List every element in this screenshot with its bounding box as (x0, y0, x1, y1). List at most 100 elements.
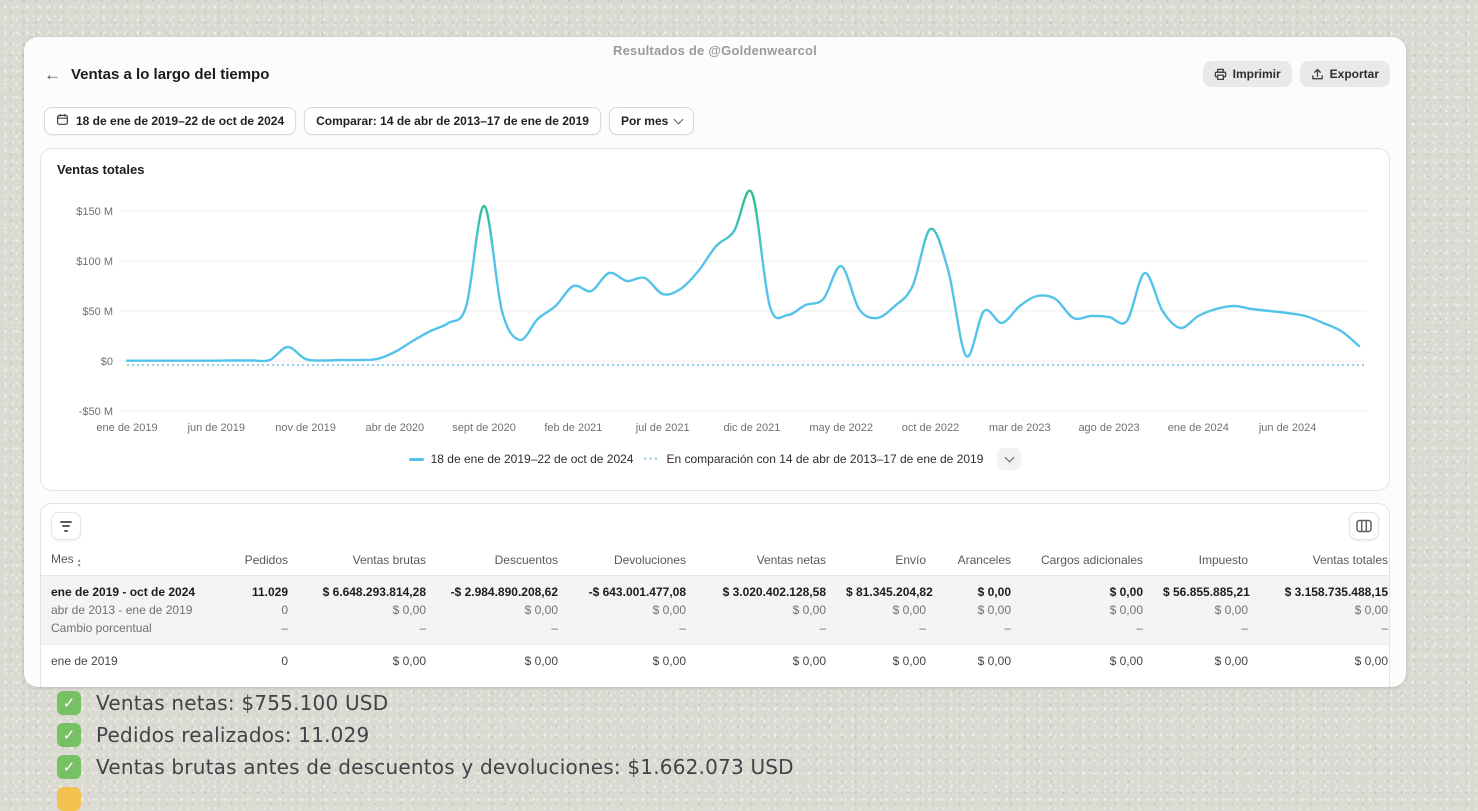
svg-text:feb de 2021: feb de 2021 (544, 422, 602, 434)
svg-text:$0: $0 (101, 356, 113, 368)
chart-legend: 18 de ene de 2019–22 de oct de 2024 ··· … (57, 448, 1373, 470)
table-cell: $ 0,00 (696, 601, 836, 619)
column-header-pedidos[interactable]: Pedidos (226, 546, 298, 576)
table-cell: $ 0,00 (696, 645, 836, 671)
table-cell: – (936, 619, 1021, 645)
dashboard-card: Resultados de @Goldenwearcol ← Ventas a … (24, 37, 1406, 687)
table-cell: $ 0,00 (836, 601, 936, 619)
svg-text:ene de 2024: ene de 2024 (1168, 422, 1229, 434)
columns-icon[interactable] (1349, 512, 1379, 540)
chart-title: Ventas totales (57, 162, 1373, 177)
sales-chart[interactable]: $150 M$100 M$50 M$0-$50 Mene de 2019jun … (57, 181, 1373, 441)
table-cell: – (1021, 619, 1153, 645)
table-cell: $ 0,00 (568, 601, 696, 619)
table-cell: $ 0,00 (836, 645, 936, 671)
granularity-label: Por mes (621, 114, 668, 128)
table-cell: $ 0,00 (568, 645, 696, 671)
svg-text:jun de 2019: jun de 2019 (187, 422, 246, 434)
table-cell: $ 0,00 (1153, 645, 1258, 671)
column-header-mes[interactable]: Mes▴▾ (41, 546, 226, 576)
filter-icon[interactable] (51, 512, 81, 540)
printer-icon (1214, 68, 1227, 81)
table-card: Mes▴▾PedidosVentas brutasDescuentosDevol… (40, 503, 1390, 687)
svg-text:jun de 2024: jun de 2024 (1258, 422, 1317, 434)
table-cell: $ 0,00 (936, 576, 1021, 602)
table-cell: $ 0,00 (436, 645, 568, 671)
chevron-down-icon (674, 115, 684, 125)
checklist-text: Ventas brutas antes de descuentos y devo… (96, 755, 794, 779)
export-button[interactable]: Exportar (1300, 61, 1390, 87)
table-cell: – (1153, 619, 1258, 645)
table-cell: $ 3.158.735.488,15 (1258, 576, 1390, 602)
column-header-cargos-adicionales[interactable]: Cargos adicionales (1021, 546, 1153, 576)
filter-bar: 18 de ene de 2019–22 de oct de 2024 Comp… (44, 107, 1406, 135)
table-cell: $ 0,00 (936, 645, 1021, 671)
sales-table: Mes▴▾PedidosVentas brutasDescuentosDevol… (41, 546, 1390, 670)
svg-text:$50 M: $50 M (82, 306, 113, 318)
column-header-aranceles[interactable]: Aranceles (936, 546, 1021, 576)
page-title: Ventas a lo largo del tiempo (71, 66, 269, 83)
table-cell: – (696, 619, 836, 645)
table-cell: $ 0,00 (1021, 601, 1153, 619)
line-swatch-icon (409, 458, 424, 461)
table-row: Cambio porcentual–––––––––– (41, 619, 1390, 645)
pending-icon (57, 787, 81, 811)
checklist-text: Pedidos realizados: 11.029 (96, 723, 369, 747)
svg-text:dic de 2021: dic de 2021 (723, 422, 780, 434)
column-header-envío[interactable]: Envío (836, 546, 936, 576)
column-header-devoluciones[interactable]: Devoluciones (568, 546, 696, 576)
checklist-item (57, 787, 794, 811)
legend-comparison-range[interactable]: ··· En comparación con 14 de abr de 2013… (643, 452, 983, 466)
export-icon (1311, 68, 1324, 81)
table-cell: – (226, 619, 298, 645)
print-label: Imprimir (1233, 67, 1281, 81)
table-cell: $ 0,00 (298, 645, 436, 671)
legend-current-label: 18 de ene de 2019–22 de oct de 2024 (431, 452, 634, 466)
svg-text:ago de 2023: ago de 2023 (1078, 422, 1139, 434)
table-cell: $ 0,00 (1021, 645, 1153, 671)
legend-current-range[interactable]: 18 de ene de 2019–22 de oct de 2024 (409, 452, 634, 466)
table-row: ene de 20190$ 0,00$ 0,00$ 0,00$ 0,00$ 0,… (41, 645, 1390, 671)
checklist-text: Ventas netas: $755.100 USD (96, 691, 388, 715)
table-row: ene de 2019 - oct de 202411.029$ 6.648.2… (41, 576, 1390, 602)
table-cell: $ 0,00 (298, 601, 436, 619)
dotted-swatch-icon: ··· (643, 456, 659, 462)
compare-label: Comparar: 14 de abr de 2013–17 de ene de… (316, 114, 589, 128)
page: { "page": { "overlay_title": "Resultados… (0, 0, 1478, 801)
sort-updown-icon[interactable]: ▴▾ (78, 559, 81, 568)
table-cell: $ 0,00 (936, 601, 1021, 619)
date-range-chip[interactable]: 18 de ene de 2019–22 de oct de 2024 (44, 107, 296, 135)
svg-text:$100 M: $100 M (76, 256, 113, 268)
table-cell: – (568, 619, 696, 645)
check-icon: ✓ (57, 723, 81, 747)
table-cell: -$ 643.001.477,08 (568, 576, 696, 602)
print-button[interactable]: Imprimir (1203, 61, 1292, 87)
column-header-impuesto[interactable]: Impuesto (1153, 546, 1258, 576)
table-cell: – (436, 619, 568, 645)
column-header-ventas-netas[interactable]: Ventas netas (696, 546, 836, 576)
svg-text:may de 2022: may de 2022 (809, 422, 873, 434)
export-label: Exportar (1330, 67, 1379, 81)
svg-text:mar de 2023: mar de 2023 (989, 422, 1051, 434)
svg-text:oct de 2022: oct de 2022 (902, 422, 960, 434)
table-cell: ene de 2019 (41, 645, 226, 671)
calendar-icon (56, 113, 69, 129)
svg-text:abr de 2020: abr de 2020 (365, 422, 424, 434)
column-header-ventas-brutas[interactable]: Ventas brutas (298, 546, 436, 576)
table-cell: 11.029 (226, 576, 298, 602)
svg-text:sept de 2020: sept de 2020 (452, 422, 516, 434)
table-cell: $ 56.855.885,21 (1153, 576, 1258, 602)
table-cell: -$ 2.984.890.208,62 (436, 576, 568, 602)
back-arrow-icon[interactable]: ← (44, 66, 61, 83)
checklist-item: ✓Ventas netas: $755.100 USD (57, 691, 794, 715)
table-cell: 0 (226, 645, 298, 671)
table-cell: – (836, 619, 936, 645)
table-toolbar (41, 504, 1389, 546)
legend-expand-button[interactable] (997, 448, 1021, 470)
table-cell: – (298, 619, 436, 645)
table-cell: $ 0,00 (436, 601, 568, 619)
column-header-descuentos[interactable]: Descuentos (436, 546, 568, 576)
compare-chip[interactable]: Comparar: 14 de abr de 2013–17 de ene de… (304, 107, 601, 135)
column-header-ventas-totales[interactable]: Ventas totales (1258, 546, 1390, 576)
granularity-chip[interactable]: Por mes (609, 107, 694, 135)
